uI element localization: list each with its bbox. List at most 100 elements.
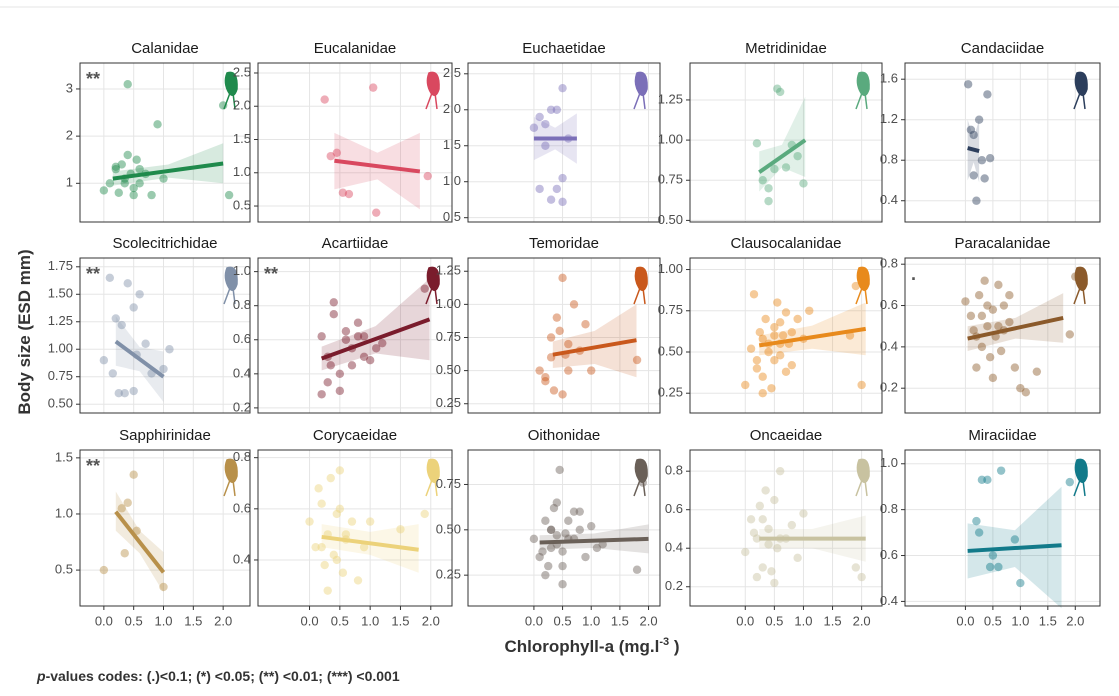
- data-point: [372, 208, 381, 217]
- confidence-band: [321, 524, 419, 573]
- data-point: [1005, 291, 1014, 300]
- data-point: [529, 123, 539, 132]
- fit-line: [967, 543, 1062, 553]
- y-tick-label: 1.25: [48, 313, 73, 328]
- data-point: [974, 291, 984, 300]
- data-point: [741, 380, 750, 390]
- data-point: [966, 125, 976, 135]
- x-tick-label: 0.5: [765, 613, 783, 628]
- x-tick-label: 1.0: [154, 613, 172, 628]
- data-point: [799, 509, 808, 518]
- data-point: [564, 339, 573, 349]
- x-tick-label: 1.5: [1039, 613, 1057, 628]
- data-point: [546, 543, 556, 553]
- data-point: [755, 328, 765, 337]
- data-point: [326, 361, 335, 370]
- data-point: [996, 466, 1006, 475]
- data-point: [359, 332, 369, 341]
- y-tick-label: 0.6: [233, 500, 251, 515]
- panel-border: [79, 62, 251, 223]
- x-tick-label: 1.0: [794, 613, 812, 628]
- data-point: [983, 90, 992, 99]
- y-tick-label: 0.2: [880, 380, 898, 395]
- data-point: [781, 308, 791, 317]
- data-point: [111, 314, 120, 323]
- data-point: [320, 560, 329, 570]
- data-point: [159, 582, 168, 592]
- y-tick-label: 0.75: [436, 476, 461, 491]
- taxon-icon: [425, 458, 440, 497]
- x-tick-label: 0.0: [95, 613, 113, 628]
- data-point: [558, 547, 567, 556]
- x-tick-label: 0.0: [525, 613, 543, 628]
- y-tick-label: 1.2: [880, 111, 898, 126]
- data-point: [153, 120, 162, 129]
- y-tick-label: 0.4: [880, 338, 898, 353]
- data-point: [165, 345, 174, 354]
- data-point: [749, 528, 759, 538]
- panel-background: [468, 258, 660, 413]
- data-point: [323, 586, 332, 595]
- data-point: [752, 139, 762, 148]
- data-point: [969, 171, 978, 180]
- data-point: [129, 470, 138, 479]
- data-point: [335, 504, 345, 514]
- data-point: [314, 484, 323, 493]
- taxon-icon: [633, 458, 648, 497]
- data-point: [575, 525, 584, 535]
- y-tick-label: 0.2: [233, 399, 251, 414]
- y-tick-label: 0.8: [233, 449, 251, 464]
- y-tick-label: 0.50: [658, 212, 683, 227]
- data-point: [347, 517, 357, 526]
- data-point: [558, 173, 567, 183]
- data-point: [117, 320, 126, 330]
- data-point: [770, 578, 779, 588]
- data-point: [758, 176, 767, 185]
- data-point: [552, 313, 562, 322]
- data-point: [770, 356, 779, 365]
- panel-title: Acartiidae: [322, 235, 389, 252]
- taxon-icon: [425, 71, 440, 110]
- data-point: [770, 331, 779, 340]
- panel-background: [905, 63, 1100, 222]
- data-point: [969, 130, 978, 140]
- y-tick-label: 0.4: [880, 593, 898, 608]
- x-tick-label: 1.0: [1011, 613, 1029, 628]
- confidence-band: [334, 132, 420, 210]
- y-tick-label: 0.50: [658, 343, 683, 358]
- data-point: [758, 372, 767, 381]
- data-point: [1010, 363, 1020, 372]
- panel-background: [905, 450, 1100, 606]
- data-point: [365, 517, 375, 526]
- taxon-icon: [1073, 266, 1088, 305]
- panel-border: [689, 257, 883, 414]
- data-point: [778, 331, 788, 340]
- taxon-icon: [223, 458, 238, 497]
- panel-title: Miraciidae: [968, 427, 1036, 444]
- data-point: [329, 550, 338, 560]
- data-point: [305, 517, 314, 526]
- taxon-icon: [855, 458, 870, 497]
- footnote-text: -values codes: (.)<0.1; (*) <0.05; (**) …: [46, 668, 400, 684]
- y-tick-label: 1.75: [48, 258, 73, 273]
- x-tick-label: 2.0: [853, 613, 871, 628]
- data-point: [338, 568, 348, 577]
- significance-code: **: [264, 264, 278, 284]
- data-point: [224, 190, 234, 200]
- data-point: [335, 369, 345, 379]
- significance-code: **: [86, 69, 100, 89]
- x-tick-label: 0.0: [300, 613, 318, 628]
- panel-title: Clausocalanidae: [731, 235, 842, 252]
- data-point: [775, 351, 785, 360]
- data-point: [320, 95, 329, 104]
- data-point: [569, 300, 579, 309]
- data-point: [541, 373, 550, 382]
- data-point: [117, 160, 126, 169]
- data-point: [344, 189, 354, 199]
- data-point: [793, 151, 802, 161]
- x-tick-label: 0.0: [956, 613, 974, 628]
- data-point: [764, 540, 773, 549]
- data-point: [558, 83, 567, 93]
